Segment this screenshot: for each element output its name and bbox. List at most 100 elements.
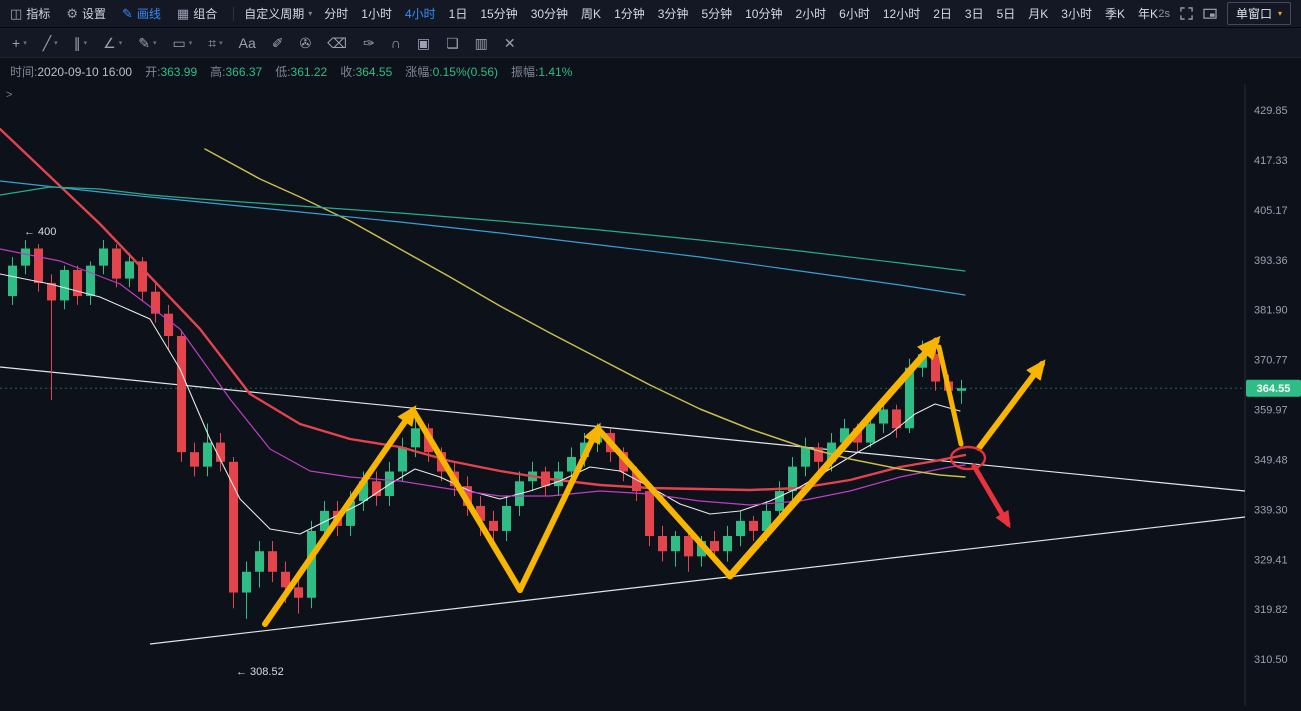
delete-icon: ✕ — [503, 34, 516, 51]
draw-line-label: 画线 — [136, 7, 161, 21]
indicators-button[interactable]: ◫ 指标 — [10, 5, 50, 22]
window-mode-label: 单窗口 — [1235, 7, 1272, 21]
svg-text:339.30: 339.30 — [1254, 504, 1288, 516]
timeframe-1分钟[interactable]: 1分钟 — [614, 7, 645, 21]
svg-text:359.97: 359.97 — [1254, 405, 1288, 417]
svg-text:417.33: 417.33 — [1254, 155, 1288, 167]
custom-period-dropdown[interactable]: 自定义周期 ▾ — [244, 5, 312, 22]
lock-tool[interactable]: ▣ — [409, 28, 438, 57]
chevron-down-icon: ▾ — [54, 39, 58, 47]
svg-text:429.85: 429.85 — [1254, 105, 1288, 117]
highlighter-tool[interactable]: ✐ — [264, 28, 292, 57]
fullscreen-icon[interactable] — [1180, 7, 1193, 20]
layout-combo-button[interactable]: ▦ 组合 — [177, 5, 217, 22]
layout-combo-label: 组合 — [193, 7, 218, 21]
popout-window-icon[interactable] — [1203, 7, 1217, 20]
indicators-label: 指标 — [26, 7, 51, 21]
timeframe-12小时[interactable]: 12小时 — [882, 7, 921, 21]
magnet-icon: ∩ — [390, 34, 401, 51]
candlestick-chart[interactable]: 429.85 417.33 405.17 393.36 381.90 370.77 359.… — [0, 84, 1301, 706]
timeframe-2小时[interactable]: 2小时 — [795, 7, 827, 21]
trend-line-tool[interactable]: ╱ ▾ — [35, 28, 66, 57]
timeframe-2日[interactable]: 2日 — [933, 7, 952, 21]
marker-pen-icon: ✑ — [363, 34, 375, 51]
timeframe-4小时[interactable]: 4小时 — [404, 7, 436, 21]
angle-line-tool[interactable]: ∠ ▾ — [95, 28, 130, 57]
screenshot-tool[interactable]: ▥ — [467, 28, 496, 57]
copy-tool[interactable]: ❏ — [438, 28, 467, 57]
ohlc-info-bar: 时间:2020-09-10 16:00 开:363.99 高:366.37 低:… — [0, 58, 1301, 84]
paperclip-tool[interactable]: ✇ — [292, 28, 320, 57]
timeframe-15分钟[interactable]: 15分钟 — [480, 7, 518, 21]
candle-time: 时间:2020-09-10 16:00 — [10, 64, 133, 79]
top-toolbar: ◫ 指标 ⚙ 设置 ✎ 画线 ▦ 组合 自定义周期 ▾ 分时 1小时 4小时 1日 15… — [0, 0, 1301, 28]
svg-text:329.41: 329.41 — [1254, 554, 1288, 566]
svg-text:364.55: 364.55 — [1257, 383, 1291, 395]
lock-icon: ▣ — [416, 34, 431, 51]
parallel-channel-tool[interactable]: ∥ ▾ — [66, 28, 96, 57]
timeframe-1日[interactable]: 1日 — [448, 7, 468, 21]
chart-area: 429.85 417.33 405.17 393.36 381.90 370.77 359.… — [0, 84, 1301, 706]
low-value: 低:361.22 — [275, 64, 328, 79]
timeframe-季K[interactable]: 季K — [1104, 7, 1125, 21]
timeframe-5分钟[interactable]: 5分钟 — [701, 7, 733, 21]
text-icon: Aa — [238, 34, 256, 51]
chevron-down-icon: ▾ — [23, 39, 27, 47]
timeframe-10分钟[interactable]: 10分钟 — [745, 7, 783, 21]
measure-tool[interactable]: ⌗ ▾ — [200, 28, 230, 57]
brush-tool[interactable]: ✎ ▾ — [130, 28, 164, 57]
chevron-down-icon: ▾ — [1277, 8, 1282, 18]
svg-text:← 308.52: ← 308.52 — [236, 666, 284, 678]
toolbar-divider — [233, 6, 235, 21]
svg-text:310.50: 310.50 — [1254, 654, 1288, 666]
drawing-toolbar: + ▾ ╱ ▾ ∥ ▾ ∠ ▾ ✎ ▾ ▭ ▾ ⌗ ▾ Aa ✐ ✇ ⌫ ✑ ∩ ▣ ❏ ▥ ✕ — [0, 28, 1301, 58]
trend-line-icon: ╱ — [42, 34, 52, 51]
svg-text:349.48: 349.48 — [1254, 454, 1288, 466]
eraser-icon: ⌫ — [327, 34, 348, 51]
magnet-tool[interactable]: ∩ — [383, 28, 409, 57]
timeframe-3日[interactable]: 3日 — [964, 7, 984, 21]
delete-tool[interactable]: ✕ — [496, 28, 524, 57]
gear-icon: ⚙ — [66, 6, 78, 21]
open-value: 开:363.99 — [145, 64, 198, 79]
timeframe-1小时[interactable]: 1小时 — [361, 7, 392, 21]
custom-period-label: 自定义周期 — [244, 7, 305, 21]
chevron-down-icon: ▾ — [219, 39, 223, 47]
window-mode-dropdown[interactable]: 单窗口 ▾ — [1226, 2, 1291, 25]
refresh-interval[interactable]: 2s — [1158, 7, 1170, 20]
grid-icon: ▦ — [176, 6, 190, 21]
draw-line-button[interactable]: ✎ 画线 — [122, 5, 161, 22]
measure-icon: ⌗ — [208, 34, 217, 51]
topbar-right-group: 2s 单窗口 ▾ — [1158, 2, 1291, 25]
settings-button[interactable]: ⚙ 设置 — [66, 5, 106, 22]
paperclip-icon: ✇ — [299, 34, 312, 51]
timeframe-3分钟[interactable]: 3分钟 — [657, 7, 689, 21]
highlighter-icon: ✐ — [271, 34, 284, 51]
shapes-tool[interactable]: ▭ ▾ — [165, 28, 201, 57]
timeframe-30分钟[interactable]: 30分钟 — [530, 7, 569, 21]
text-tool[interactable]: Aa — [231, 28, 264, 57]
change-value: 涨幅:0.15%(0.56) — [405, 64, 498, 79]
eraser-tool[interactable]: ⌫ — [319, 28, 355, 57]
crosshair-icon: + — [12, 34, 21, 51]
timeframe-月K[interactable]: 月K — [1028, 7, 1049, 21]
chevron-down-icon: ▾ — [188, 39, 193, 47]
amplitude-value: 振幅:1.41% — [511, 64, 573, 79]
screenshot-icon: ▥ — [474, 34, 488, 51]
timeframe-5日[interactable]: 5日 — [996, 7, 1016, 21]
timeframe-年K[interactable]: 年K — [1138, 7, 1159, 21]
close-value: 收:364.55 — [340, 64, 393, 79]
crosshair-tool[interactable]: + ▾ — [4, 28, 35, 57]
angle-line-icon: ∠ — [103, 34, 116, 51]
chevron-down-icon: ▾ — [118, 39, 123, 47]
timeframe-分时[interactable]: 分时 — [324, 7, 349, 21]
svg-text:381.90: 381.90 — [1254, 305, 1288, 317]
settings-label: 设置 — [81, 7, 106, 21]
timeframe-周K[interactable]: 周K — [581, 7, 602, 21]
timeframe-6小时[interactable]: 6小时 — [839, 7, 870, 21]
marker-pen-tool[interactable]: ✑ — [355, 28, 383, 57]
svg-text:393.36: 393.36 — [1254, 255, 1288, 267]
chevron-down-icon: ▾ — [308, 8, 313, 18]
chevron-down-icon: ▾ — [83, 39, 88, 47]
timeframe-3小时[interactable]: 3小时 — [1061, 7, 1092, 21]
